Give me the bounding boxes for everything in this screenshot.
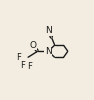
Text: O: O xyxy=(29,41,36,50)
Text: F: F xyxy=(21,61,25,70)
Text: F: F xyxy=(16,53,21,62)
Text: N: N xyxy=(45,26,52,35)
Text: N: N xyxy=(45,47,52,56)
Text: F: F xyxy=(28,62,32,71)
